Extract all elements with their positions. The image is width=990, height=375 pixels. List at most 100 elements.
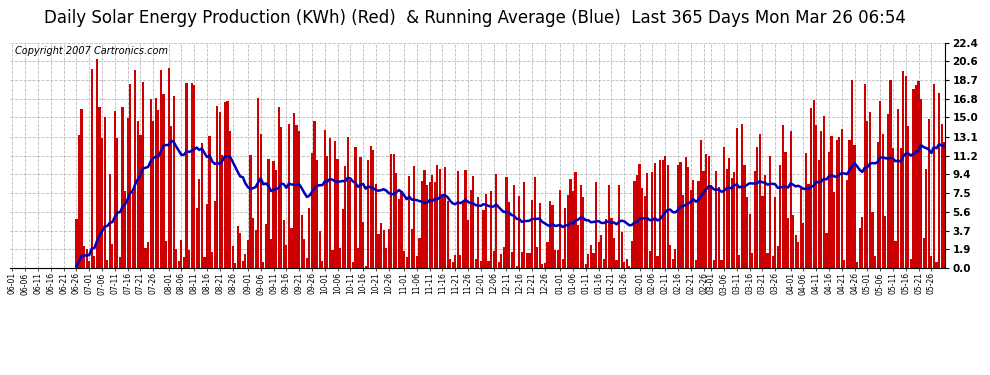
Bar [124, 191, 126, 268]
Bar [858, 228, 860, 268]
Bar [106, 260, 108, 268]
Bar [845, 180, 848, 268]
Bar [127, 118, 129, 268]
Bar [915, 85, 917, 268]
Bar [572, 191, 574, 268]
Bar [267, 159, 269, 268]
Bar [821, 130, 823, 268]
Bar [805, 153, 807, 268]
Bar [442, 195, 444, 268]
Bar [756, 147, 758, 268]
Bar [149, 99, 151, 268]
Bar [674, 249, 676, 268]
Bar [219, 112, 221, 268]
Bar [275, 170, 277, 268]
Bar [196, 208, 198, 268]
Bar [544, 263, 545, 268]
Bar [467, 220, 469, 268]
Bar [585, 264, 587, 268]
Bar [474, 260, 477, 268]
Bar [339, 248, 342, 268]
Bar [871, 211, 873, 268]
Bar [697, 182, 700, 268]
Bar [928, 118, 930, 268]
Bar [432, 175, 434, 268]
Bar [178, 261, 180, 268]
Bar [869, 112, 871, 268]
Bar [918, 81, 920, 268]
Bar [411, 229, 413, 268]
Bar [482, 210, 484, 268]
Bar [561, 259, 564, 268]
Bar [741, 124, 743, 268]
Bar [152, 121, 154, 268]
Bar [232, 246, 234, 268]
Bar [388, 229, 390, 268]
Bar [337, 159, 339, 268]
Bar [551, 206, 553, 268]
Bar [567, 195, 569, 268]
Bar [183, 256, 185, 268]
Bar [703, 171, 705, 268]
Bar [444, 167, 446, 268]
Bar [421, 181, 423, 268]
Bar [214, 201, 216, 268]
Bar [851, 80, 853, 268]
Bar [682, 195, 684, 268]
Bar [708, 156, 710, 268]
Bar [534, 177, 536, 268]
Bar [728, 159, 731, 268]
Bar [429, 182, 431, 268]
Bar [940, 124, 942, 268]
Bar [280, 127, 282, 268]
Bar [695, 260, 697, 268]
Bar [879, 100, 881, 268]
Bar [661, 160, 663, 268]
Bar [646, 173, 648, 268]
Bar [403, 251, 405, 268]
Bar [345, 166, 346, 268]
Bar [569, 178, 571, 268]
Bar [242, 261, 244, 268]
Bar [669, 245, 671, 268]
Bar [590, 245, 592, 268]
Bar [154, 98, 156, 268]
Bar [170, 126, 172, 268]
Bar [823, 116, 825, 268]
Bar [80, 109, 82, 268]
Bar [579, 185, 582, 268]
Bar [771, 256, 774, 268]
Bar [836, 141, 838, 268]
Bar [477, 197, 479, 268]
Bar [529, 253, 531, 268]
Bar [713, 260, 715, 268]
Bar [359, 157, 361, 268]
Bar [332, 251, 334, 268]
Bar [85, 249, 88, 268]
Bar [548, 201, 551, 268]
Bar [595, 182, 597, 268]
Bar [469, 190, 471, 268]
Bar [449, 259, 451, 268]
Bar [88, 261, 90, 268]
Bar [75, 219, 77, 268]
Bar [254, 230, 256, 268]
Bar [841, 129, 842, 268]
Bar [505, 177, 508, 268]
Bar [203, 258, 206, 268]
Bar [884, 216, 886, 268]
Bar [777, 246, 779, 268]
Bar [456, 171, 459, 268]
Bar [546, 242, 548, 268]
Bar [839, 137, 841, 268]
Bar [285, 245, 287, 268]
Bar [833, 192, 836, 268]
Bar [140, 135, 142, 268]
Bar [216, 106, 219, 268]
Bar [653, 163, 656, 268]
Bar [644, 196, 645, 268]
Bar [503, 247, 505, 268]
Bar [923, 238, 925, 268]
Bar [408, 176, 410, 268]
Bar [902, 70, 904, 268]
